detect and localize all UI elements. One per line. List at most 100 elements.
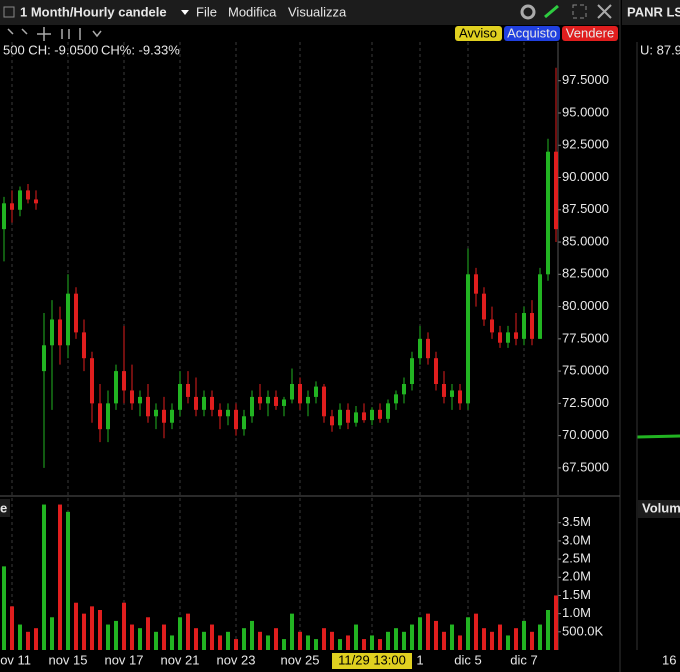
candle-body [74,293,78,333]
candle-body [146,396,150,417]
candle-body [482,293,486,320]
volume-bar [274,628,278,650]
x-tick-label: 11/29 13:00 [338,652,406,667]
volume-bar [154,631,158,650]
menu-modifica[interactable]: Modifica [228,4,277,19]
side-info: U: 87.9 [640,42,680,57]
y-tick-label: 67.5000 [562,459,609,474]
volume-bar [282,639,286,650]
volume-bar [458,635,462,650]
volume-bar [34,628,38,650]
candle-body [50,319,54,346]
chart-tools[interactable] [7,27,102,41]
candle-body [18,190,22,210]
candle-body [378,409,382,419]
volume-bar [138,628,142,650]
candle-body [450,390,454,397]
button-acquisto-label[interactable]: Acquisto [507,25,557,40]
volume-bar [178,617,182,650]
button-acquisto[interactable] [504,26,560,41]
y-tick-label: 1.0M [562,605,591,620]
volume-bar [530,631,534,650]
candle-body [202,396,206,410]
close-icon[interactable] [597,4,612,19]
volume-bar [298,631,302,650]
candle-body [410,358,414,385]
volume-bar [210,624,214,650]
window-title[interactable]: 1 Month/Hourly candele [20,4,167,19]
volume-header [0,499,10,517]
y-tick-label: 2.5M [562,551,591,566]
volume-bar [266,635,270,650]
candle-body [210,396,214,410]
volume-bar [394,628,398,650]
volume-bar [10,606,14,650]
candle-body [90,358,94,404]
button-avviso[interactable] [455,26,502,41]
candle-body [34,199,38,204]
menu-file[interactable]: File [196,4,217,19]
maximize-icon[interactable] [572,4,587,19]
candle-body [514,332,518,339]
candle-body [354,412,358,423]
volume-bar [386,631,390,650]
y-tick-label: 82.5000 [562,266,609,281]
volume-bar [114,620,118,650]
button-vendere[interactable] [562,26,618,41]
settings-icon[interactable] [520,4,536,20]
volume-bar [58,504,62,650]
volume-bar [306,635,310,650]
candle-body [554,151,558,230]
side-volume-label: Volum [642,500,680,515]
candle-body [66,293,70,346]
cursor-label-bg [332,653,412,669]
volume-bar [146,617,150,650]
volume-bar [498,624,502,650]
x-tick-label: nov 17 [104,652,143,667]
candle-body [162,409,166,423]
candle-body [346,409,350,423]
side-price-strip [636,434,680,439]
dropdown-arrow[interactable] [181,10,189,15]
volume-bar [450,624,454,650]
x-tick-label: nov 25 [280,652,319,667]
volume-pane-label: e [0,500,7,515]
volume-bar [362,639,366,650]
button-vendere-label[interactable]: Vendere [566,25,614,40]
candle-body [330,416,334,426]
volume-bar [130,624,134,650]
candle-body [170,409,174,423]
volume-bar [250,620,254,650]
button-avviso-label[interactable]: Avviso [459,25,497,40]
candle-body [338,409,342,426]
candle-body [10,203,14,210]
x-tick-label: dic 7 [510,652,537,667]
candle-body [362,412,366,421]
info-change: 500 CH: -9.0500 [3,42,98,57]
volume-bar [170,635,174,650]
volume-bar [258,631,262,650]
volume-bar [554,595,558,650]
candle-body [138,396,142,404]
candle-body [82,332,86,359]
x-tick-label: nov 15 [48,652,87,667]
volume-bar [18,624,22,650]
candle-body [250,396,254,417]
volume-bar [242,628,246,650]
link-icon[interactable] [544,4,559,19]
candle-body [314,386,318,397]
candle-body [58,319,62,346]
y-tick-label: 87.5000 [562,201,609,216]
candle-body [538,274,542,339]
menu-visualizza[interactable]: Visualizza [288,4,347,19]
volume-bar [434,620,438,650]
volume-bar [26,631,30,650]
candle-body [298,384,302,404]
y-tick-label: 97.5000 [562,72,609,87]
volume-bar [474,613,478,650]
checkbox[interactable] [3,6,15,18]
candle-body [106,403,110,430]
candle-body [242,416,246,430]
volume-bar [338,639,342,650]
